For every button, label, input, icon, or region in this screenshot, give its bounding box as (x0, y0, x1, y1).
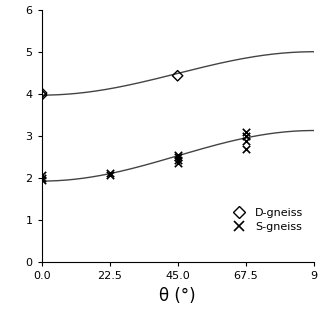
Point (175, 73, 180, 78)
Point (39, 172, 44, 177)
Point (175, 161, 180, 166)
Point (175, 158, 180, 163)
Point (243, 133, 248, 139)
Point (175, 155, 180, 160)
Point (243, 129, 248, 134)
Point (39, 92, 44, 98)
Point (107, 172, 112, 177)
Point (107, 171, 112, 176)
Point (175, 152, 180, 157)
X-axis label: θ (°): θ (°) (159, 287, 196, 305)
Legend: D-gneiss, S-gneiss: D-gneiss, S-gneiss (223, 203, 308, 236)
Point (243, 139, 248, 144)
Point (39, 176, 44, 181)
Point (243, 146, 248, 151)
Point (39, 178, 44, 183)
Point (39, 91, 44, 96)
